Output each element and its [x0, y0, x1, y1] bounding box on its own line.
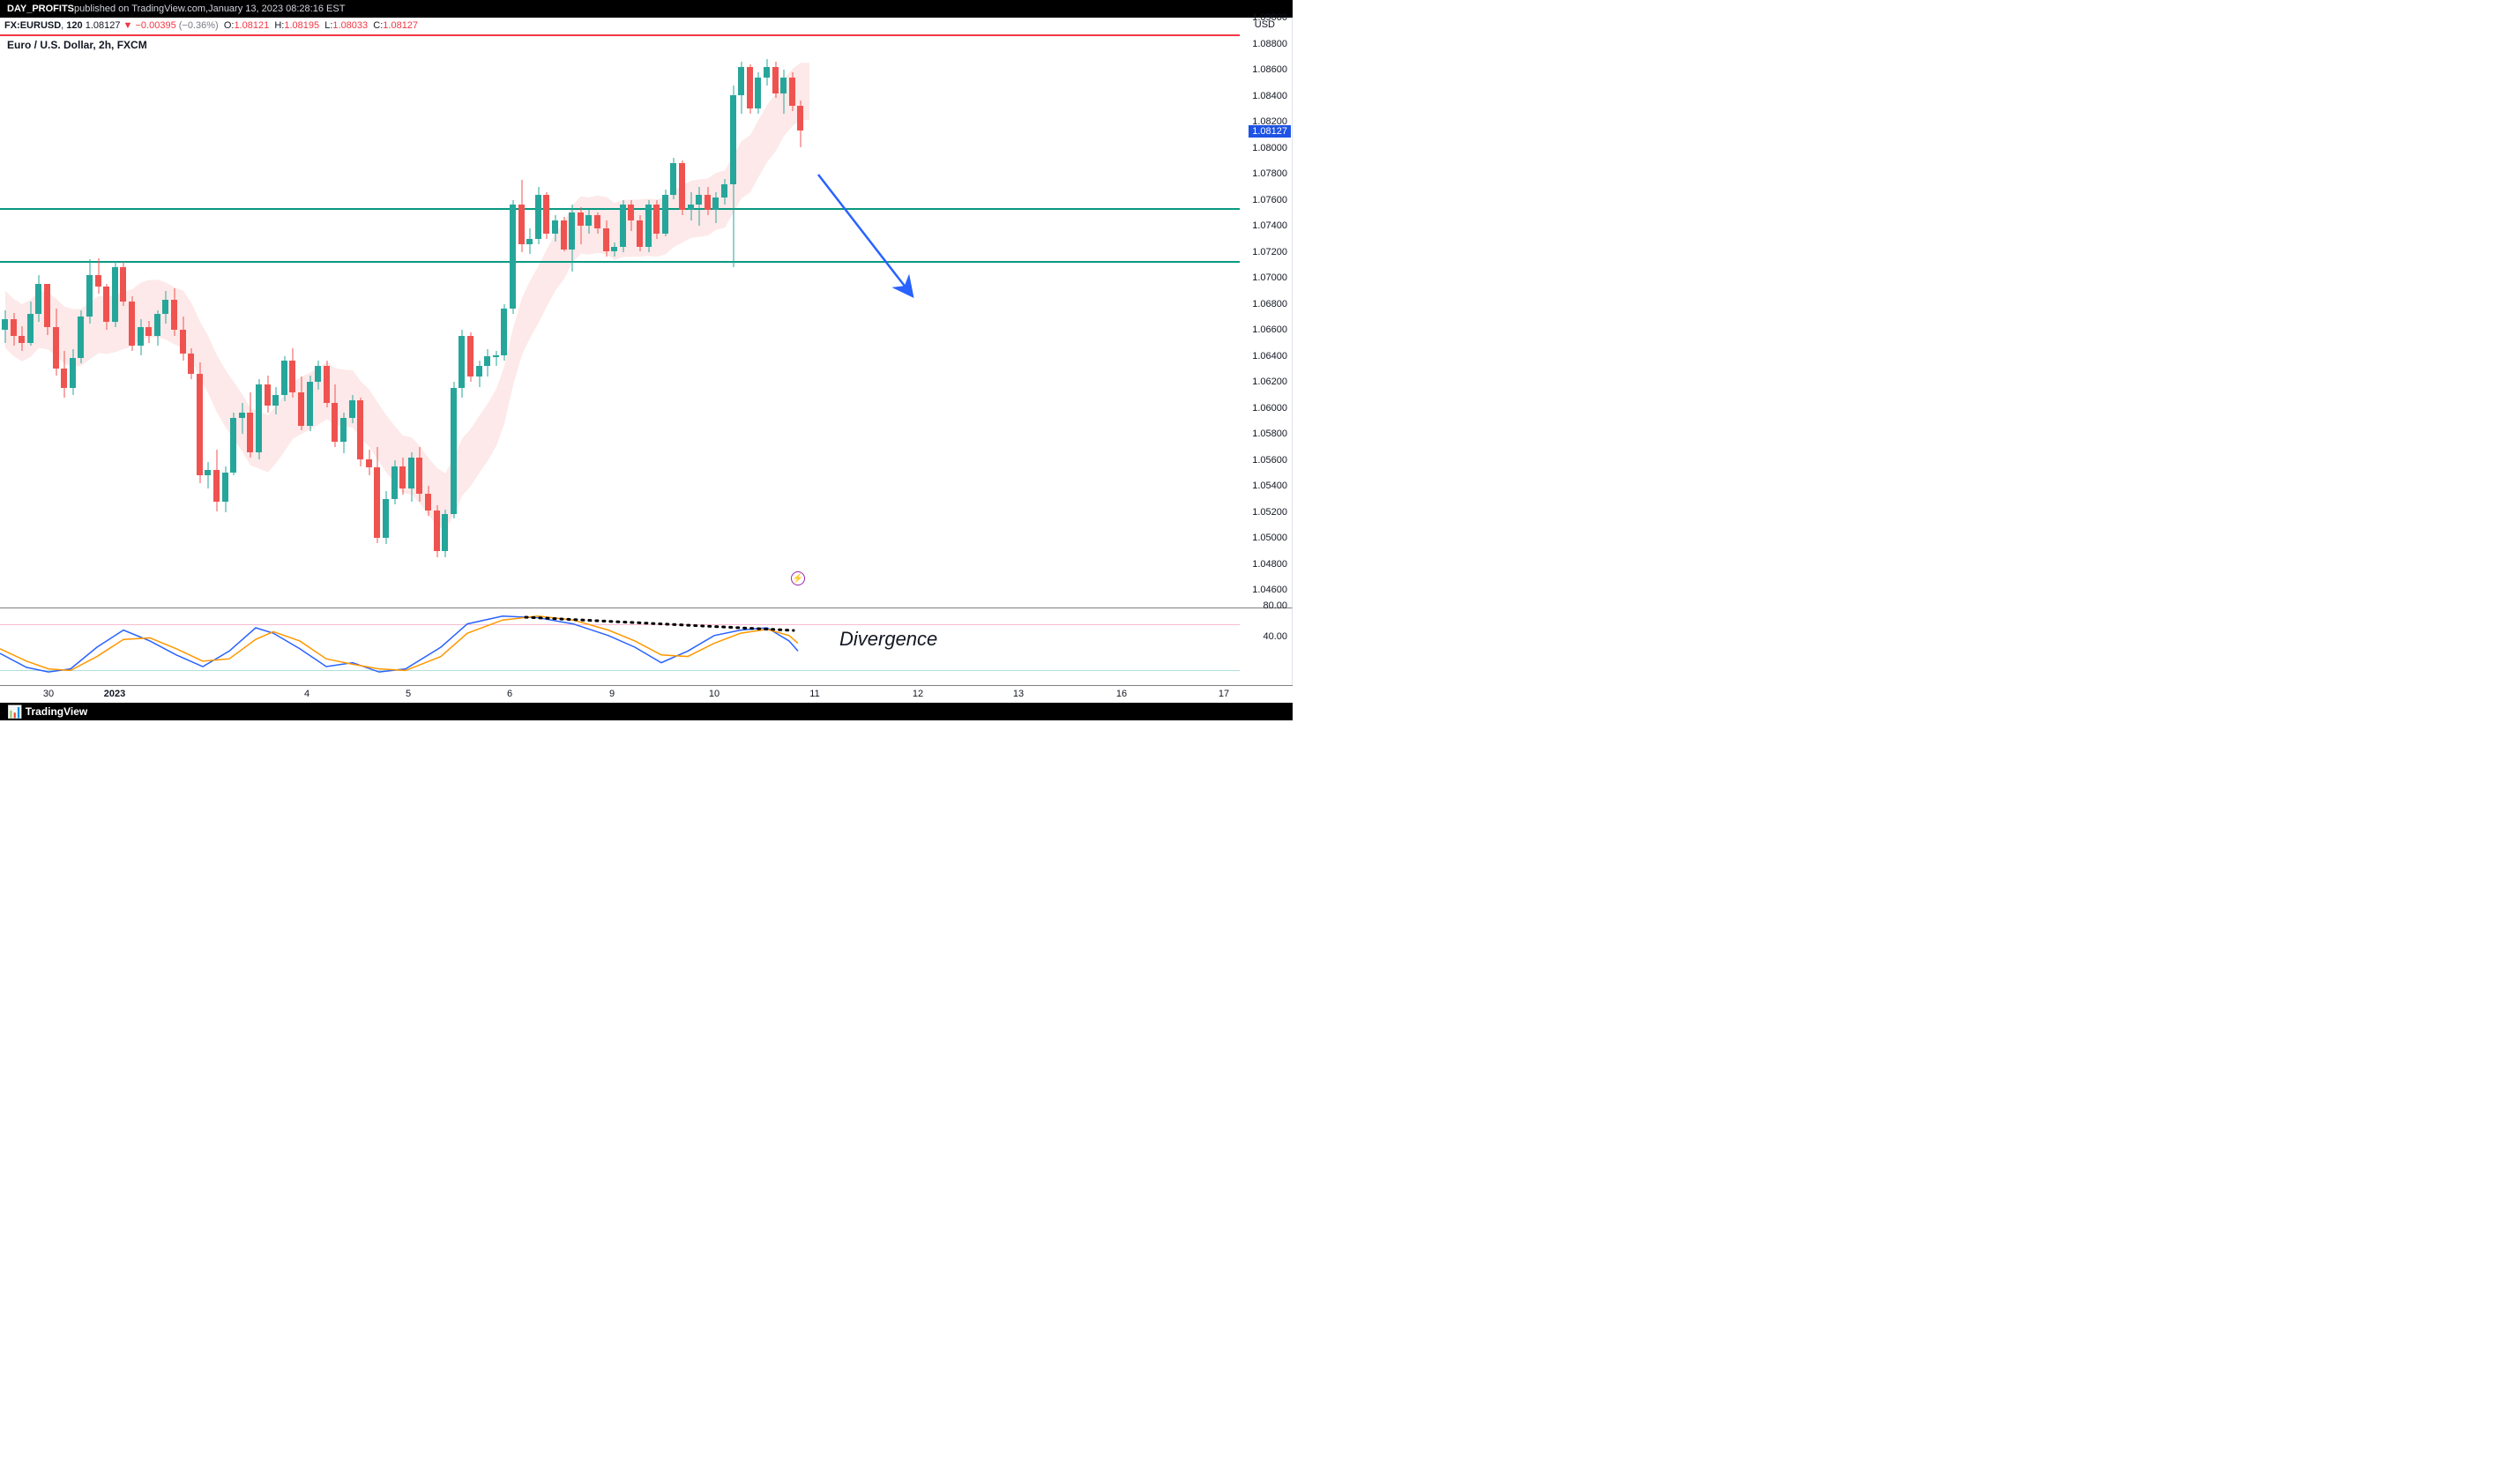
price-tick: 1.08400 [1252, 91, 1287, 101]
price-tick: 1.08800 [1252, 39, 1287, 49]
divergence-label: Divergence [839, 628, 937, 651]
footer: 📊 TradingView [0, 703, 1293, 720]
price-tick: 1.06200 [1252, 376, 1287, 387]
divergence-dots [0, 608, 1240, 686]
arrow-annotation [0, 18, 1240, 590]
publish-mid: published on TradingView.com, [74, 4, 208, 14]
time-tick: 6 [507, 689, 512, 699]
publish-date: January 13, 2023 08:28:16 EST [208, 4, 345, 14]
ohlc-o: 1.08121 [234, 20, 269, 31]
price-axis: USD 1.046001.048001.050001.052001.054001… [1240, 18, 1293, 685]
time-tick: 30 [43, 689, 54, 699]
publish-bar: DAY_PROFITS published on TradingView.com… [0, 0, 1293, 18]
time-tick: 13 [1013, 689, 1024, 699]
osc-tick: 40.00 [1263, 631, 1287, 642]
price-tick: 1.05000 [1252, 533, 1287, 543]
price-tick: 1.06000 [1252, 403, 1287, 414]
time-tick: 2023 [104, 689, 125, 699]
ohlc-c: 1.08127 [383, 20, 418, 31]
price-tick: 1.07600 [1252, 195, 1287, 205]
price-tick: 1.07400 [1252, 220, 1287, 231]
osc-tick: 80.00 [1263, 600, 1287, 611]
price-tick: 1.05200 [1252, 507, 1287, 518]
price-tick: 1.09000 [1252, 12, 1287, 23]
change-pct: (−0.36%) [179, 20, 219, 31]
ohlc-h: 1.08195 [284, 20, 319, 31]
price-tick: 1.08600 [1252, 64, 1287, 75]
price-tick: 1.04600 [1252, 585, 1287, 595]
price-tick: 1.05400 [1252, 481, 1287, 491]
oscillator-pane[interactable]: Divergence [0, 608, 1293, 685]
price-tick: 1.06400 [1252, 351, 1287, 362]
change: −0.00395 [136, 20, 176, 31]
price-tick: 1.05800 [1252, 429, 1287, 439]
time-axis: 30 2023 4 5 6 9 10 11 12 13 16 17 [0, 685, 1293, 703]
time-tick: 10 [709, 689, 719, 699]
ohlc-l: 1.08033 [332, 20, 368, 31]
time-tick: 4 [304, 689, 309, 699]
price-chart[interactable]: Euro / U.S. Dollar, 2h, FXCM ⚡ [0, 18, 1293, 608]
price-tick: 1.08000 [1252, 143, 1287, 153]
chart-legend: Euro / U.S. Dollar, 2h, FXCM [7, 39, 147, 51]
current-price-badge: 1.08127 [1249, 125, 1291, 138]
time-tick: 9 [609, 689, 615, 699]
price-tick: 1.07000 [1252, 272, 1287, 283]
bolt-icon: ⚡ [791, 571, 805, 585]
footer-brand: TradingView [26, 705, 87, 718]
time-tick: 17 [1219, 689, 1229, 699]
time-tick: 5 [406, 689, 411, 699]
price-tick: 1.06800 [1252, 299, 1287, 309]
price-tick: 1.05600 [1252, 455, 1287, 466]
author: DAY_PROFITS [7, 4, 74, 14]
ohlc-bar: FX:EURUSD, 120 1.08127 ▼ −0.00395 (−0.36… [4, 20, 418, 31]
price-tick: 1.04800 [1252, 559, 1287, 570]
price-tick: 1.06600 [1252, 324, 1287, 335]
time-tick: 16 [1116, 689, 1127, 699]
time-tick: 12 [913, 689, 923, 699]
last-price: 1.08127 [86, 20, 121, 31]
price-tick: 1.07200 [1252, 247, 1287, 257]
symbol: FX:EURUSD [4, 20, 61, 31]
time-tick: 11 [809, 689, 819, 699]
price-tick: 1.07800 [1252, 168, 1287, 179]
interval: 120 [66, 20, 82, 31]
